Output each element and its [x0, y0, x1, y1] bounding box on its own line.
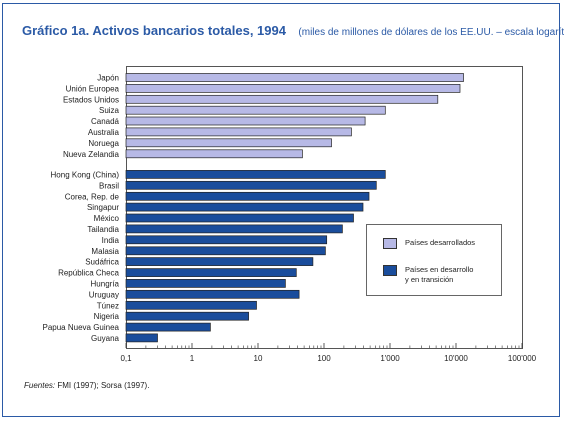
- chart-title: Gráfico 1a. Activos bancarios totales, 1…: [22, 22, 564, 40]
- category-label-singapur: Singapur: [87, 203, 119, 212]
- x-tick-label: 100: [317, 354, 331, 363]
- legend-item-developed: Países desarrollados: [383, 238, 475, 249]
- legend-label-developing: Países en desarrollo y en transición: [405, 265, 474, 284]
- category-label-noruega: Noruega: [88, 139, 119, 148]
- bar-malasia: [125, 246, 326, 256]
- x-tick-label: 100'000: [508, 354, 537, 363]
- category-label-mexico: México: [94, 214, 120, 223]
- bar-guyana: [125, 333, 158, 343]
- bar-uruguay: [125, 289, 300, 299]
- category-label-tunez: Túnez: [97, 301, 119, 310]
- bar-canada: [125, 116, 366, 126]
- category-label-guyana: Guyana: [91, 334, 120, 343]
- bar-singapur: [125, 202, 364, 212]
- bar-suiza: [125, 105, 386, 115]
- category-label-uruguay: Uruguay: [89, 290, 119, 299]
- bar-hong-kong-china: [125, 170, 386, 179]
- bar-india: [125, 235, 328, 245]
- bar-estados-unidos: [125, 94, 439, 104]
- category-label-canada: Canadá: [91, 117, 120, 126]
- legend: Países desarrollados Países en desarroll…: [366, 224, 502, 296]
- legend-label-developed: Países desarrollados: [405, 238, 476, 247]
- source-note: Fuentes: FMI (1997); Sorsa (1997).: [24, 381, 149, 390]
- category-label-japon: Japón: [97, 74, 119, 83]
- bar-republica-checa: [125, 268, 297, 277]
- legend-item-developing: Países en desarrollo y en transición: [383, 265, 473, 285]
- category-label-australia: Australia: [88, 128, 120, 137]
- category-label-brasil: Brasil: [99, 181, 119, 190]
- category-label-estados-unidos: Estados Unidos: [63, 95, 119, 104]
- bar-noruega: [125, 138, 332, 148]
- category-label-suiza: Suiza: [99, 106, 120, 115]
- bar-mexico: [125, 213, 354, 223]
- bar-hungria: [125, 279, 286, 288]
- bar-brasil: [125, 180, 377, 190]
- bar-nueva-zelandia: [125, 149, 303, 159]
- category-label-india: India: [102, 236, 120, 245]
- bar-australia: [125, 127, 352, 137]
- x-tick-label: 0,1: [120, 354, 132, 363]
- bar-papua-nueva-guinea: [125, 322, 211, 332]
- category-label-corea-rep-de: Corea, Rep. de: [65, 192, 120, 201]
- category-label-sudafrica: Sudáfrica: [85, 258, 119, 267]
- legend-swatch-developed: [383, 238, 397, 249]
- source-text: FMI (1997); Sorsa (1997).: [57, 381, 150, 390]
- category-label-hong-kong-china: Hong Kong (China): [51, 170, 120, 179]
- chart-title-main: Gráfico 1a. Activos bancarios totales, 1…: [22, 23, 286, 38]
- bar-tunez: [125, 300, 257, 310]
- bar-sudafrica: [125, 257, 314, 266]
- x-tick-label: 10'000: [444, 354, 468, 363]
- category-label-malasia: Malasia: [91, 247, 119, 256]
- category-label-papua-nueva-guinea: Papua Nueva Guinea: [43, 323, 120, 332]
- bar-union-europea: [125, 84, 461, 93]
- chart-frame: [2, 3, 560, 417]
- bar-tailandia: [125, 224, 343, 234]
- bar-nigeria: [125, 311, 249, 321]
- x-tick-label: 1: [190, 354, 195, 363]
- category-label-union-europea: Unión Europea: [66, 84, 120, 93]
- x-tick-label: 10: [254, 354, 263, 363]
- x-tick-label: 1'000: [380, 354, 400, 363]
- category-label-republica-checa: República Checa: [58, 269, 119, 278]
- category-label-nigeria: Nigeria: [94, 312, 120, 321]
- category-label-nueva-zelandia: Nueva Zelandia: [63, 150, 120, 159]
- bar-japon: [125, 73, 464, 82]
- category-label-hungria: Hungría: [91, 279, 120, 288]
- legend-swatch-developing: [383, 265, 397, 276]
- chart-title-subtitle: (miles de millones de dólares de los EE.…: [298, 27, 564, 38]
- source-label: Fuentes:: [24, 381, 56, 390]
- bar-corea-rep-de: [125, 191, 370, 201]
- category-label-tailandia: Tailandia: [87, 225, 119, 234]
